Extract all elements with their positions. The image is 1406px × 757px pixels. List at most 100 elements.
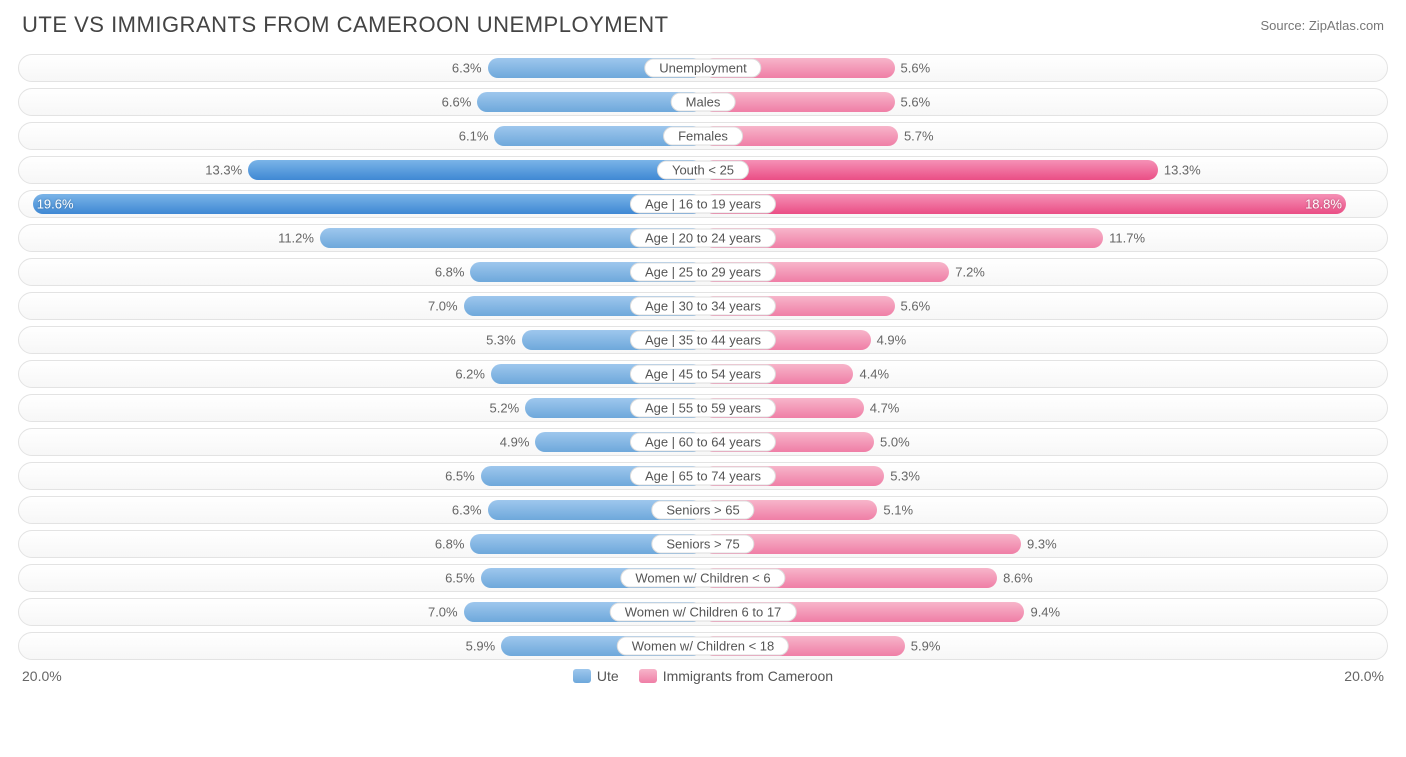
legend-swatch-pink — [639, 669, 657, 683]
row-right-half: 9.4% — [703, 599, 1387, 625]
value-label-left: 6.3% — [452, 61, 488, 76]
value-label-left: 19.6% — [37, 197, 74, 212]
chart-row: 5.3%4.9%Age | 35 to 44 years — [18, 326, 1388, 354]
row-left-half: 19.6% — [19, 191, 703, 217]
row-right-half: 9.3% — [703, 531, 1387, 557]
row-left-half: 11.2% — [19, 225, 703, 251]
row-left-half: 5.2% — [19, 395, 703, 421]
category-label: Age | 25 to 29 years — [630, 263, 776, 282]
chart-row: 6.5%8.6%Women w/ Children < 6 — [18, 564, 1388, 592]
value-label-left: 7.0% — [428, 605, 464, 620]
legend-item-cameroon: Immigrants from Cameroon — [639, 668, 833, 684]
chart-title: UTE VS IMMIGRANTS FROM CAMEROON UNEMPLOY… — [22, 12, 669, 38]
category-label: Age | 35 to 44 years — [630, 331, 776, 350]
value-label-right: 5.7% — [898, 129, 934, 144]
chart-row: 6.2%4.4%Age | 45 to 54 years — [18, 360, 1388, 388]
value-label-left: 13.3% — [205, 163, 248, 178]
value-label-right: 5.6% — [895, 95, 931, 110]
value-label-left: 6.8% — [435, 265, 471, 280]
row-left-half: 6.2% — [19, 361, 703, 387]
legend-swatch-blue — [573, 669, 591, 683]
value-label-left: 6.2% — [455, 367, 491, 382]
value-label-right: 5.0% — [874, 435, 910, 450]
bar-right: 18.8% — [703, 194, 1346, 214]
row-right-half: 7.2% — [703, 259, 1387, 285]
row-right-half: 8.6% — [703, 565, 1387, 591]
category-label: Males — [671, 93, 736, 112]
value-label-right: 5.6% — [895, 61, 931, 76]
value-label-left: 6.5% — [445, 469, 481, 484]
row-right-half: 5.9% — [703, 633, 1387, 659]
row-right-half: 4.9% — [703, 327, 1387, 353]
value-label-left: 7.0% — [428, 299, 464, 314]
row-right-half: 4.7% — [703, 395, 1387, 421]
value-label-left: 5.2% — [490, 401, 526, 416]
row-left-half: 6.8% — [19, 531, 703, 557]
value-label-right: 7.2% — [949, 265, 985, 280]
chart-row: 6.1% 5.7% Females — [18, 122, 1388, 150]
chart-row: 6.3% 5.1%Seniors > 65 — [18, 496, 1388, 524]
value-label-left: 4.9% — [500, 435, 536, 450]
value-label-left: 6.8% — [435, 537, 471, 552]
value-label-right: 8.6% — [997, 571, 1033, 586]
row-right-half: 5.6% — [703, 89, 1387, 115]
chart-row: 5.2% 4.7% Age | 55 to 59 years — [18, 394, 1388, 422]
row-right-half: 11.7% — [703, 225, 1387, 251]
row-left-half: 4.9% — [19, 429, 703, 455]
row-left-half: 7.0% — [19, 599, 703, 625]
row-left-half: 6.1% — [19, 123, 703, 149]
chart-row: 7.0% 5.6%Age | 30 to 34 years — [18, 292, 1388, 320]
value-label-right: 5.9% — [905, 639, 941, 654]
row-left-half: 6.6% — [19, 89, 703, 115]
chart-area: 6.3% 5.6% Unemployment 6.6% 5.6% Males 6.1% 5.7… — [18, 54, 1388, 660]
row-right-half: 5.6% — [703, 55, 1387, 81]
bar-left: 19.6% — [33, 194, 703, 214]
row-right-half: 18.8% — [703, 191, 1387, 217]
row-left-half: 6.8% — [19, 259, 703, 285]
row-left-half: 6.3% — [19, 55, 703, 81]
row-left-half: 5.3% — [19, 327, 703, 353]
category-label: Seniors > 65 — [651, 501, 754, 520]
category-label: Youth < 25 — [657, 161, 749, 180]
value-label-right: 18.8% — [1305, 197, 1342, 212]
bar-right: 13.3% — [703, 160, 1158, 180]
axis-left-max: 20.0% — [22, 668, 62, 684]
row-left-half: 6.3% — [19, 497, 703, 523]
value-label-left: 6.5% — [445, 571, 481, 586]
value-label-right: 9.4% — [1024, 605, 1060, 620]
row-left-half: 6.5% — [19, 463, 703, 489]
legend-label-right: Immigrants from Cameroon — [663, 668, 833, 684]
row-left-half: 13.3% — [19, 157, 703, 183]
value-label-left: 6.3% — [452, 503, 488, 518]
row-right-half: 5.7% — [703, 123, 1387, 149]
value-label-right: 13.3% — [1158, 163, 1201, 178]
chart-row: 6.8% 7.2% Age | 25 to 29 years — [18, 258, 1388, 286]
value-label-right: 4.7% — [864, 401, 900, 416]
value-label-left: 11.2% — [278, 231, 320, 246]
chart-footer: 20.0% Ute Immigrants from Cameroon 20.0% — [18, 668, 1388, 684]
chart-row: 6.6% 5.6% Males — [18, 88, 1388, 116]
category-label: Age | 55 to 59 years — [630, 399, 776, 418]
chart-row: 6.5% 5.3% Age | 65 to 74 years — [18, 462, 1388, 490]
row-right-half: 5.6% — [703, 293, 1387, 319]
bar-left: 6.6% — [477, 92, 703, 112]
category-label: Seniors > 75 — [651, 535, 754, 554]
category-label: Age | 20 to 24 years — [630, 229, 776, 248]
row-right-half: 5.0% — [703, 429, 1387, 455]
value-label-right: 9.3% — [1021, 537, 1057, 552]
category-label: Unemployment — [644, 59, 761, 78]
category-label: Age | 45 to 54 years — [630, 365, 776, 384]
value-label-right: 5.3% — [884, 469, 920, 484]
value-label-left: 6.6% — [442, 95, 478, 110]
legend-item-ute: Ute — [573, 668, 619, 684]
chart-header: UTE VS IMMIGRANTS FROM CAMEROON UNEMPLOY… — [18, 12, 1388, 38]
category-label: Age | 65 to 74 years — [630, 467, 776, 486]
chart-row: 7.0%9.4%Women w/ Children 6 to 17 — [18, 598, 1388, 626]
category-label: Females — [663, 127, 743, 146]
legend: Ute Immigrants from Cameroon — [573, 668, 833, 684]
row-right-half: 5.1% — [703, 497, 1387, 523]
chart-row: 5.9%5.9%Women w/ Children < 18 — [18, 632, 1388, 660]
category-label: Age | 30 to 34 years — [630, 297, 776, 316]
value-label-left: 6.1% — [459, 129, 495, 144]
chart-row: 13.3%13.3%Youth < 25 — [18, 156, 1388, 184]
